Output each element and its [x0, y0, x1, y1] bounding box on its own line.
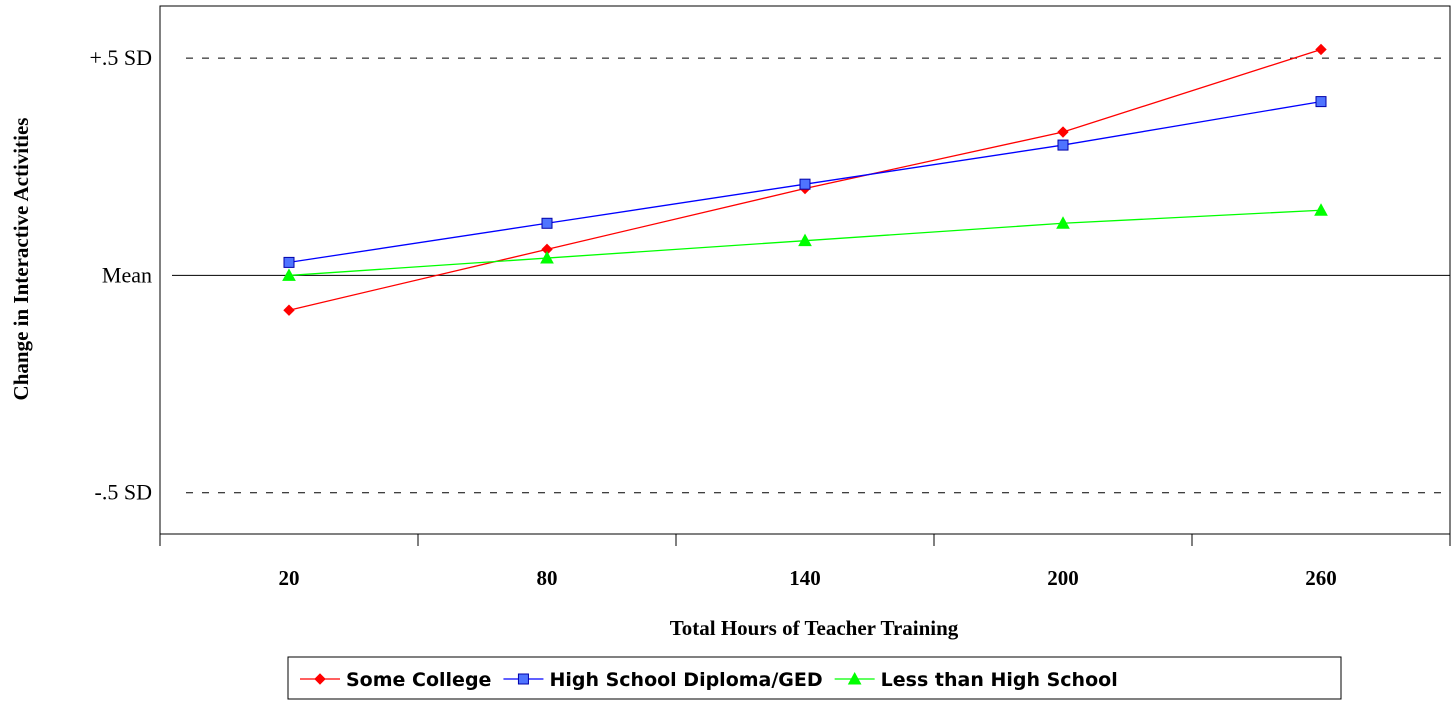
x-axis-title: Total Hours of Teacher Training: [670, 616, 959, 640]
data-point-triangle: [1056, 216, 1070, 229]
series-layer: [282, 43, 1328, 316]
data-point-square: [1315, 96, 1327, 108]
x-tick-label: 260: [1305, 566, 1337, 590]
y-axis-ticks: +.5 SD Mean -.5 SD: [89, 45, 152, 505]
data-point-triangle: [1314, 203, 1328, 216]
legend-label: Less than High School: [881, 669, 1118, 691]
plot-frame: [159, 5, 1451, 535]
legend-entry: Less than High School: [834, 669, 1118, 691]
legend: Some College High School Diploma/GED Less …: [287, 656, 1342, 700]
x-tick-label: 20: [279, 566, 300, 590]
legend-label: High School Diploma/GED: [549, 669, 822, 691]
y-tick-label: Mean: [102, 262, 152, 287]
legend-marker-diamond: [314, 673, 326, 685]
legend-marker-square: [517, 673, 529, 685]
series-3: [282, 203, 1328, 281]
plot-area: [159, 5, 1451, 535]
legend-entry: High School Diploma/GED: [503, 669, 823, 691]
legend-label: Some College: [346, 669, 491, 691]
y-tick-label: +.5 SD: [89, 45, 152, 70]
data-point-triangle: [798, 233, 812, 247]
data-point-square: [541, 217, 553, 229]
data-point-diamond: [1315, 43, 1327, 56]
y-axis-title: Change in Interactive Activities: [9, 118, 33, 401]
y-tick-label: -.5 SD: [95, 480, 152, 505]
data-point-triangle: [282, 268, 296, 281]
data-point-square: [1057, 139, 1069, 151]
series-2: [283, 96, 1327, 268]
legend-frame: [287, 656, 1342, 700]
x-tick-label: 140: [789, 566, 821, 590]
data-point-diamond: [1057, 126, 1069, 138]
reference-lines: [172, 57, 1450, 494]
legend-entry: Some College: [300, 669, 491, 691]
legend-marker-triangle: [847, 671, 862, 685]
data-point-triangle: [540, 251, 554, 264]
x-axis-ticks: 20 80 140 200 260: [159, 534, 1451, 590]
x-tick-label: 80: [537, 566, 558, 590]
data-point-diamond: [283, 304, 295, 316]
data-point-square: [283, 256, 295, 268]
data-point-square: [799, 178, 811, 190]
x-tick-label: 200: [1047, 566, 1079, 590]
